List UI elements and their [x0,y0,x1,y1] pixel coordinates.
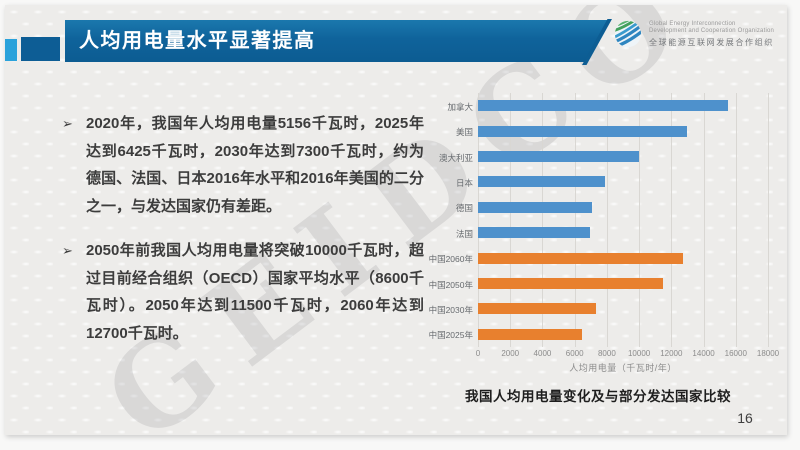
logo-org-name-en-1: Global Energy Interconnection [649,20,736,27]
x-tick-label: 14000 [692,349,715,358]
bar-中国2030年 [478,303,596,315]
grid-line [510,93,512,347]
grid-line [606,93,608,347]
category-label: 澳大利亚 [438,152,473,163]
x-tick-label: 12000 [660,349,683,358]
logo-org-name-zh: 全球能源互联网发展合作组织 [649,37,774,47]
x-tick-label: 4000 [533,349,552,358]
grid-line [574,93,576,347]
x-tick-label: 16000 [724,349,747,358]
logo-org-name-en-2: Development and Cooperation Organization [649,28,775,34]
grid-line [478,93,479,347]
plot-area [478,93,769,347]
bar-中国2050年 [478,278,664,289]
bar-澳大利亚 [478,151,640,162]
chart-category-axis: 加拿大美国澳大利亚日本德国法国中国2060年 中国2050年 中国2030年 中国20… [403,93,473,347]
grid-line [703,93,705,347]
geidco-logo: Global Energy Interconnection Developmen… [613,19,774,49]
category-label: 加拿大 [447,101,473,112]
globe-icon [613,19,643,49]
category-label: 中国2030年 [428,304,473,315]
bullet-text-1: 2020年，我国年人均用电量5156千瓦时，2025年达到6425千瓦时，203… [86,115,424,215]
slide-background: GEIDCO 人均用电量水平显著提高 [5,5,787,435]
x-tick-label: 18000 [756,349,780,358]
category-label: 德国 [455,203,473,214]
bullet-arrow-icon: ➢ [62,243,73,258]
x-axis-title: 人均用电量（千瓦时/年） [569,363,677,373]
grid-line [639,93,641,347]
category-label: 法国 [455,228,473,239]
grid-line [542,93,544,347]
header-accent-square-light [5,39,17,61]
x-tick-label: 0 [475,349,481,358]
logo-text: Global Energy Interconnection Developmen… [649,21,774,48]
grid-line [735,93,737,347]
x-tick-label: 2000 [501,349,520,358]
header-accent-square-dark [21,37,60,61]
grid-line [671,93,673,347]
grid-line [768,93,769,347]
list-item: ➢ 2050年前我国人均用电量将突破10000千瓦时，超过目前经合组织（OECD… [62,237,424,347]
bar-美国 [478,125,688,137]
page-title: 人均用电量水平显著提高 [79,30,316,52]
chart-caption: 我国人均用电量变化及与部分发达国家比较 [465,389,731,404]
bullet-arrow-icon: ➢ [62,116,73,131]
category-label: 中国2050年 [428,279,473,290]
bar-法国 [478,227,590,239]
category-label: 中国2060年 [428,254,473,265]
category-label: 日本 [455,177,473,188]
chart-value-axis: 0 2000 4000 6000 8000 10000 12000 14000 16000 180… [475,349,779,359]
category-label: 美国 [455,127,473,138]
bar-中国2025年 [478,328,582,340]
x-tick-label: 10000 [627,349,651,358]
page-number: 16 [737,410,753,426]
category-label: 中国2025年 [428,330,473,341]
bullet-list: ➢ 2020年，我国年人均用电量5156千瓦时，2025年达到6425千瓦时，2… [62,110,424,364]
list-item: ➢ 2020年，我国年人均用电量5156千瓦时，2025年达到6425千瓦时，2… [62,110,424,220]
title-banner: 人均用电量水平显著提高 [65,20,608,62]
bar-加拿大 [478,100,728,112]
bar-中国2060年 [478,252,683,264]
slide-content: 人均用电量水平显著提高 [5,5,787,435]
x-tick-label: 6000 [565,349,584,358]
bar-德国 [478,201,592,213]
bar-日本 [478,176,606,188]
bullet-text-2: 2050年前我国人均用电量将突破10000千瓦时，超过目前经合组织（OECD）国… [86,242,424,342]
x-tick-label: 8000 [597,349,616,358]
